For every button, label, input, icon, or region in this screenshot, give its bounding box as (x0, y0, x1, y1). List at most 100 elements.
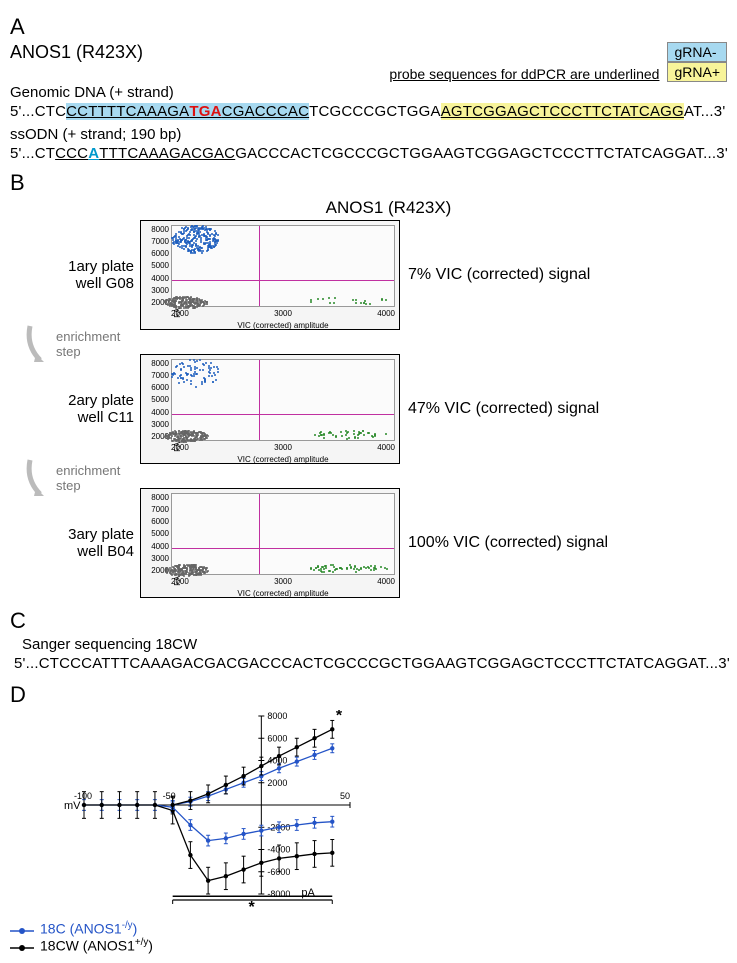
droplet-dot (355, 299, 357, 301)
y-tick: 4000 (143, 408, 169, 417)
svg-text:pA: pA (301, 887, 315, 899)
droplet-dot (355, 302, 357, 304)
enrichment-label: enrichment step (56, 463, 120, 493)
iv-legend-marker (10, 923, 34, 933)
droplet-dot (201, 252, 203, 254)
svg-text:mV: mV (64, 800, 81, 812)
ssodn-pre: 5'...CT (10, 145, 55, 162)
droplet-dot (186, 379, 188, 381)
droplet-dot (329, 302, 331, 304)
droplet-dot (195, 243, 197, 245)
droplet-dot (189, 243, 191, 245)
seq-grna-plus: AGTCGGAGCTCCCTTCTATCAGG (441, 103, 684, 120)
ssodn-ul1: CCC (55, 145, 88, 162)
droplet-dot (200, 302, 202, 304)
y-tick: 6000 (143, 249, 169, 258)
ddpcr-row: 2ary platewell C11FAM (mutant) amplitude… (10, 354, 727, 464)
plot-inner (171, 493, 395, 575)
plot-inner (171, 359, 395, 441)
droplet-dot (176, 241, 178, 243)
seq-mid: TCGCCCGCTGGA (309, 103, 441, 120)
droplet-dot (181, 362, 183, 364)
droplet-dot (208, 375, 210, 377)
droplet-dot (200, 241, 202, 243)
y-tick: 6000 (143, 517, 169, 526)
droplet-dot (322, 298, 324, 300)
droplet-dot (194, 303, 196, 305)
droplet-dot (197, 232, 199, 234)
droplet-dot (352, 299, 354, 301)
droplet-dot (215, 379, 217, 381)
droplet-dot (189, 301, 191, 303)
droplet-dot (191, 229, 193, 231)
droplet-dot (182, 305, 184, 307)
y-tick: 3000 (143, 554, 169, 563)
droplet-dot (323, 571, 325, 573)
y-ticks: 8000700060005000400030002000 (143, 225, 169, 307)
ssodn-label: ssODN (+ strand; 190 bp) (10, 126, 727, 143)
droplet-dot (339, 567, 341, 569)
droplet-dot (180, 374, 182, 376)
droplet-dot (341, 435, 343, 437)
droplet-dot (196, 574, 198, 576)
droplet-dot (329, 431, 331, 433)
droplet-dot (196, 238, 198, 240)
iv-plot: 8000600040002000-2000-4000-6000-8000-100… (60, 710, 360, 910)
iv-legend: 18C (ANOS1-/y)18CW (ANOS1+/y) (10, 920, 727, 953)
enrichment-label: enrichment step (56, 329, 120, 359)
ddpcr-row: 3ary platewell B04FAM (mutant) amplitude… (10, 488, 727, 598)
threshold-v (259, 360, 260, 440)
panel-c: C Sanger sequencing 18CW 5'...CTCCCATTTC… (10, 608, 727, 672)
genomic-seq: 5'...CTCCCTTTTCAAAGATGACGACCCACTCGCCCGCT… (10, 103, 727, 120)
ssodn-ul2: TTTCAAAGACGAC (99, 145, 235, 162)
droplet-dot (217, 368, 219, 370)
droplet-dot (170, 437, 172, 439)
genomic-label: Genomic DNA (+ strand) (10, 84, 727, 101)
droplet-dot (166, 567, 168, 569)
x-axis-label: VIC (corrected) amplitude (171, 589, 395, 598)
droplet-dot (183, 245, 185, 247)
droplet-dot (192, 568, 194, 570)
droplet-dot (189, 231, 191, 233)
threshold-h (172, 548, 394, 549)
y-tick: 7000 (143, 371, 169, 380)
droplet-dot (356, 568, 358, 570)
droplet-dot (190, 383, 192, 385)
droplet-dot (365, 303, 367, 305)
droplet-dot (385, 433, 387, 435)
droplet-dot (217, 234, 219, 236)
grna-minus-swatch: gRNA- (667, 42, 727, 62)
probe-caption: probe sequences for ddPCR are underlined (389, 66, 659, 82)
ssodn-correction: A (88, 145, 99, 162)
droplet-dot (209, 241, 211, 243)
plot-inner (171, 225, 395, 307)
droplet-dot (357, 434, 359, 436)
droplet-dot (355, 571, 357, 573)
ddpcr-plot: FAM (mutant) amplitude800070006000500040… (140, 220, 400, 330)
panel-c-label: C (10, 608, 727, 634)
droplet-dot (374, 567, 376, 569)
droplet-dot (193, 298, 195, 300)
panel-c-title: Sanger sequencing 18CW (22, 636, 727, 653)
panel-a-label: A (10, 14, 727, 40)
droplet-dot (320, 431, 322, 433)
droplet-dot (175, 233, 177, 235)
droplet-dot (368, 432, 370, 434)
droplet-dot (213, 372, 215, 374)
droplet-dot (347, 431, 349, 433)
droplet-dot (354, 436, 356, 438)
curve-arrow-icon (26, 324, 52, 364)
droplet-dot (381, 299, 383, 301)
droplet-dot (323, 568, 325, 570)
droplet-dot (193, 249, 195, 251)
droplet-dot (189, 359, 191, 361)
droplet-dot (369, 303, 371, 305)
droplet-dot (198, 250, 200, 252)
droplet-dot (174, 573, 176, 575)
iv-legend-label: 18C (ANOS1-/y) (40, 920, 137, 937)
droplet-dot (217, 371, 219, 373)
droplet-dot (202, 228, 204, 230)
droplet-dot (323, 437, 325, 439)
svg-text:*: * (248, 899, 255, 910)
droplet-dot (205, 362, 207, 364)
